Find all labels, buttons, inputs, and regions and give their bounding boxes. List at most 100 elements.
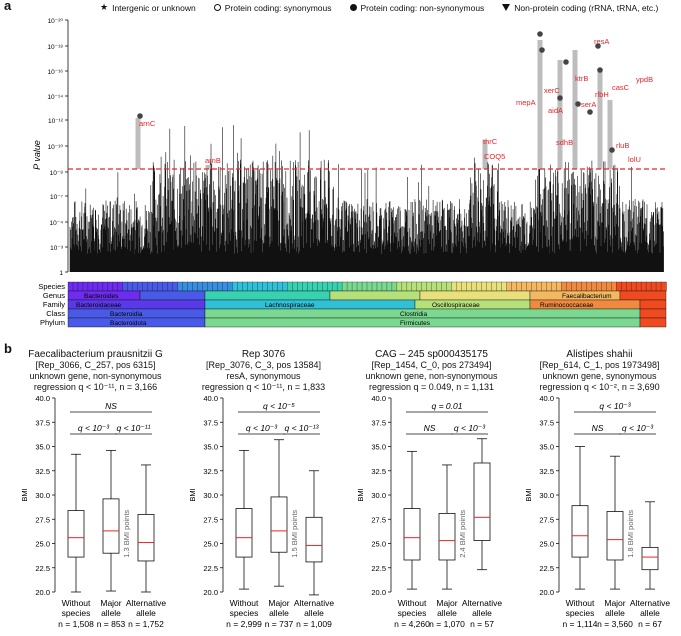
significance-label: q < 10⁻³ [599, 401, 631, 411]
boxplot-y-tick-label: 22.5 [35, 564, 50, 573]
y-tick-label: 10⁻⁴ [50, 220, 64, 227]
species-segment [77, 281, 84, 292]
boxplot-y-tick-label: 37.5 [203, 418, 218, 427]
gene-label: arnB [205, 156, 221, 165]
boxplot-n-label: n = 1,070 [429, 619, 465, 629]
species-segment [326, 281, 333, 292]
boxplot-y-tick-label: 37.5 [371, 418, 386, 427]
effect-size-label: 1.5 BMI points [290, 510, 299, 558]
species-segment [122, 281, 129, 292]
species-segment [596, 281, 602, 292]
species-segment [386, 281, 393, 292]
legend-label: Non-protein coding (rRNA, tRNA, etc.) [514, 2, 659, 13]
taxonomy-block [419, 290, 531, 301]
species-segment [282, 281, 288, 292]
boxplot-box [571, 505, 589, 558]
boxplot-y-tick-label: 35.0 [371, 443, 386, 452]
species-segment [371, 281, 378, 292]
gene-label: ypdB [636, 75, 653, 84]
boxplot-y-tick-label: 35.0 [35, 443, 50, 452]
species-segment [611, 281, 617, 292]
species-segment [561, 281, 567, 292]
taxonomy-label: Lachnospiraceae [265, 302, 315, 309]
y-tick-label: 10⁻¹⁸ [47, 44, 63, 51]
boxplot-box [641, 546, 659, 571]
legend-label: Protein coding: non-synonymous [360, 2, 485, 13]
species-segment [456, 281, 463, 292]
boxplot-y-tick-label: 32.5 [203, 467, 218, 476]
boxplot-box [438, 513, 456, 561]
significance-label: q < 10⁻⁵ [263, 401, 295, 411]
species-segment [182, 281, 189, 292]
boxplot-category-label: Without [230, 598, 259, 608]
species-segment [551, 281, 558, 292]
species-segment [635, 281, 642, 292]
boxplot-category-label: Alternative [126, 598, 166, 608]
gene-label: xerC [544, 86, 560, 95]
species-segment [496, 281, 503, 292]
species-segment [481, 281, 488, 292]
boxplot-title-line: [Rep_1454, C_0, pos 273494] [371, 360, 492, 370]
species-segment [376, 281, 383, 292]
manhattan-y-axis-label: P value [32, 140, 42, 170]
boxplot-y-tick-label: 35.0 [203, 443, 218, 452]
species-segment [396, 281, 403, 292]
boxplot-y-tick-label: 22.5 [371, 564, 386, 573]
species-segment [112, 281, 119, 292]
gene-label: thrC [483, 137, 498, 146]
legend-item-non-synonymous: Protein coding: non-synonymous [349, 2, 485, 13]
species-segment [257, 281, 264, 292]
boxplot-y-tick-label: 32.5 [35, 467, 50, 476]
boxplot-y-tick-label: 35.0 [539, 443, 554, 452]
boxplot-category-label: allele [269, 608, 289, 618]
gene-label: serA [581, 100, 596, 109]
effect-size-label: 1.8 BMI points [626, 510, 635, 558]
boxplot-y-tick-label: 25.0 [539, 540, 554, 549]
y-tick-label: 10⁻²⁰ [48, 18, 64, 25]
species-segment [117, 281, 124, 292]
boxplot-box [102, 498, 120, 554]
taxonomy-label: Bacteroidaceae [76, 302, 122, 309]
panel-b-letter: b [4, 341, 12, 356]
boxplot-title-line: [Rep_3066, C_257, pos 6315] [35, 360, 156, 370]
species-segment [625, 281, 632, 292]
species-segment [351, 281, 358, 292]
significance-label: NS [105, 401, 117, 411]
boxplot-title: CAG – 245 sp000435175 [Rep_1454, C_0, pos… [349, 349, 514, 393]
taxonomy-row-label: Species [38, 282, 65, 291]
boxplot-category-label: Major [604, 598, 625, 608]
boxplot-category-label: Major [436, 598, 457, 608]
species-segment [172, 281, 179, 292]
gene-label: lolU [628, 155, 641, 164]
taxonomy-label: Ruminococcaceae [540, 302, 594, 309]
species-segment [287, 281, 293, 292]
boxplot-category-label: allele [437, 608, 457, 618]
boxplot-y-axis-label: BMI [356, 488, 365, 501]
taxonomy-label: Bacteroides [84, 293, 119, 300]
taxonomy-block [139, 290, 206, 301]
boxplot-n-label: n = 4,260 [394, 619, 430, 629]
boxplot-title-line: Faecalibacterium prausnitzii G [28, 349, 163, 360]
significance-label: q = 0.01 [432, 401, 463, 411]
boxplot-n-label: n = 1,508 [58, 619, 94, 629]
species-segment [192, 281, 199, 292]
gene-label: COQ5 [484, 152, 505, 161]
boxplot-y-tick-label: 40.0 [371, 394, 386, 403]
species-segment [491, 281, 498, 292]
species-segment [461, 281, 468, 292]
boxplot-category-label: Without [62, 598, 91, 608]
boxplot-category-label: Without [398, 598, 427, 608]
boxplot-category-label: species [230, 608, 259, 618]
boxplot-title-line: regression q < 10⁻¹¹, n = 1,833 [201, 382, 326, 392]
species-segment [536, 281, 543, 292]
species-segment [366, 281, 373, 292]
species-segment [655, 281, 662, 292]
boxplot-y-tick-label: 20.0 [371, 588, 386, 597]
y-tick-label: 10⁻¹⁴ [47, 94, 63, 101]
species-segment [137, 281, 144, 292]
boxplot-category-label: allele [472, 608, 492, 618]
species-segment [297, 281, 303, 292]
species-segment [207, 281, 214, 292]
boxplot-box [67, 510, 85, 558]
